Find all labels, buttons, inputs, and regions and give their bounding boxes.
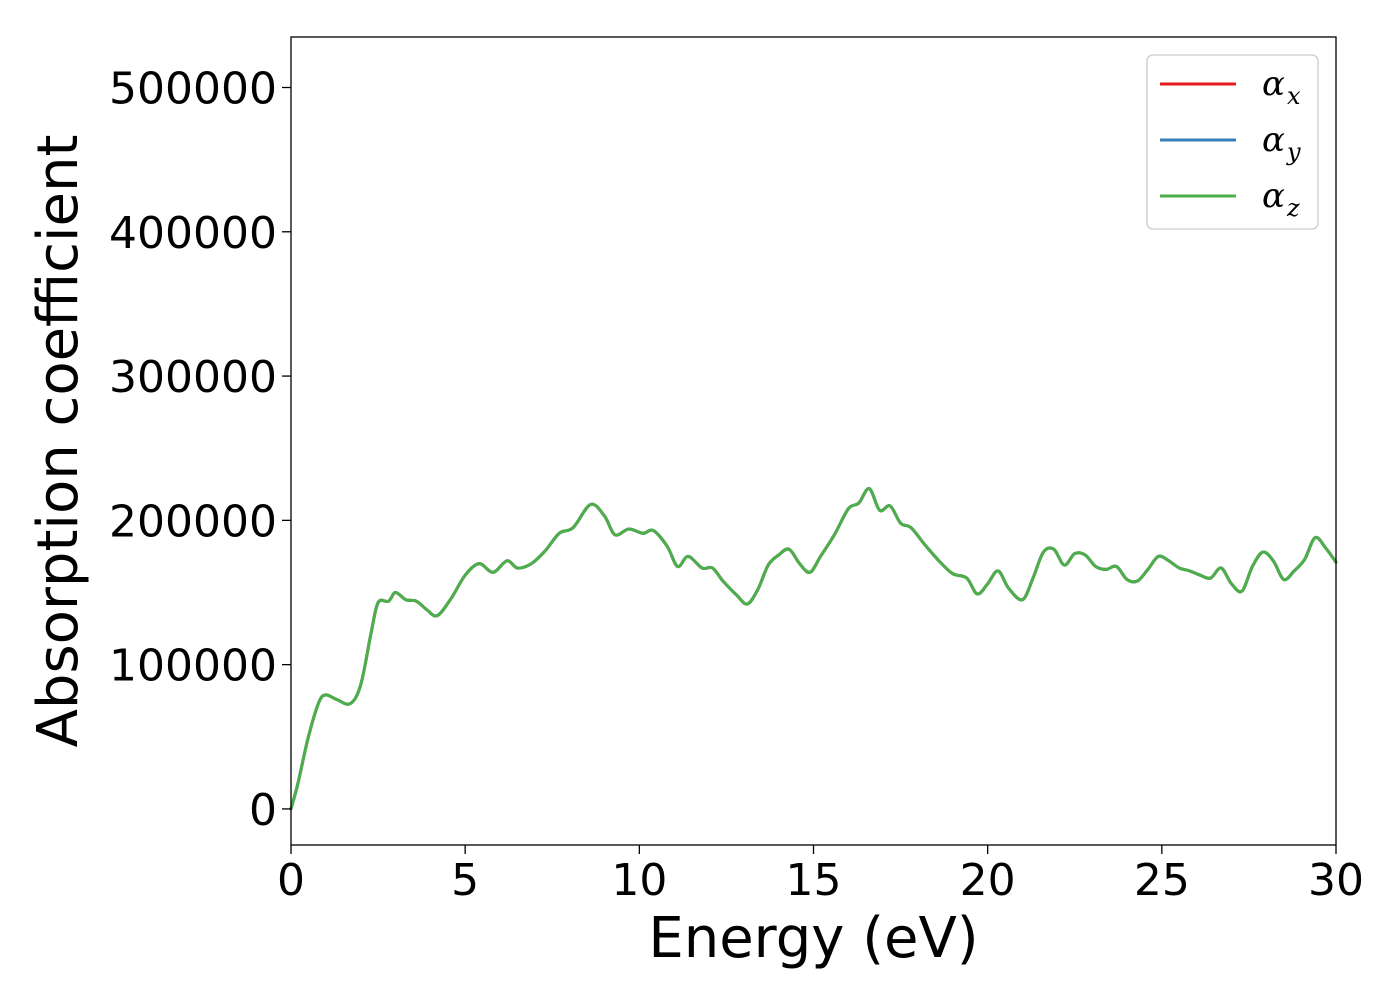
x-tick-label: 25 bbox=[1134, 855, 1190, 906]
y-axis-title: Absorption coefficient bbox=[26, 135, 91, 748]
legend-frame bbox=[1146, 54, 1319, 230]
y-tick-label: 400000 bbox=[109, 208, 277, 259]
x-tick-label: 0 bbox=[277, 855, 305, 906]
y-axis-ticks: 0 100000 200000 300000 400000 500000 bbox=[109, 64, 291, 836]
x-tick-label: 5 bbox=[451, 855, 479, 906]
y-tick-label: 300000 bbox=[109, 352, 277, 403]
legend-subscript: y bbox=[1286, 138, 1301, 166]
x-tick-label: 15 bbox=[786, 855, 842, 906]
x-tick-label: 10 bbox=[611, 855, 667, 906]
x-tick-label: 30 bbox=[1308, 855, 1364, 906]
legend-subscript: x bbox=[1287, 82, 1301, 110]
y-tick-label: 0 bbox=[249, 785, 277, 836]
x-axis-ticks: 0 5 10 15 20 25 30 bbox=[277, 845, 1364, 906]
y-tick-label: 100000 bbox=[109, 641, 277, 692]
y-tick-label: 500000 bbox=[109, 64, 277, 115]
x-axis-title: Energy (eV) bbox=[648, 906, 978, 971]
x-tick-label: 20 bbox=[960, 855, 1016, 906]
series-line-alpha-z bbox=[289, 487, 1338, 811]
legend-subscript: z bbox=[1286, 194, 1300, 222]
series-layer bbox=[289, 487, 1338, 811]
y-tick-label: 200000 bbox=[109, 496, 277, 547]
